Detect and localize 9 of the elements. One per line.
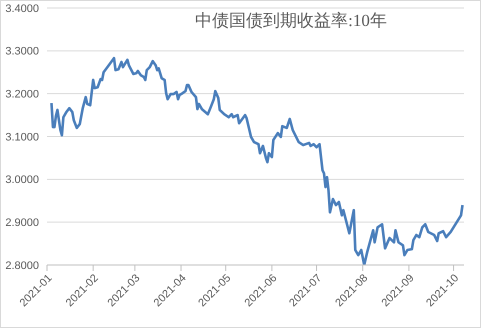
chart-title: 中债国债到期收益率:10年 [194,10,388,32]
y-tick-label: 3.4000 [5,2,39,15]
y-tick-label: 2.9000 [5,217,39,230]
y-tick-label: 3.2000 [5,88,39,101]
line-series [50,56,464,265]
y-tick-label: 2.8000 [5,260,39,272]
y-tick-label: 3.0000 [5,174,39,186]
y-tick-label: 3.1000 [5,131,39,144]
y-tick-label: 3.3000 [5,46,39,58]
